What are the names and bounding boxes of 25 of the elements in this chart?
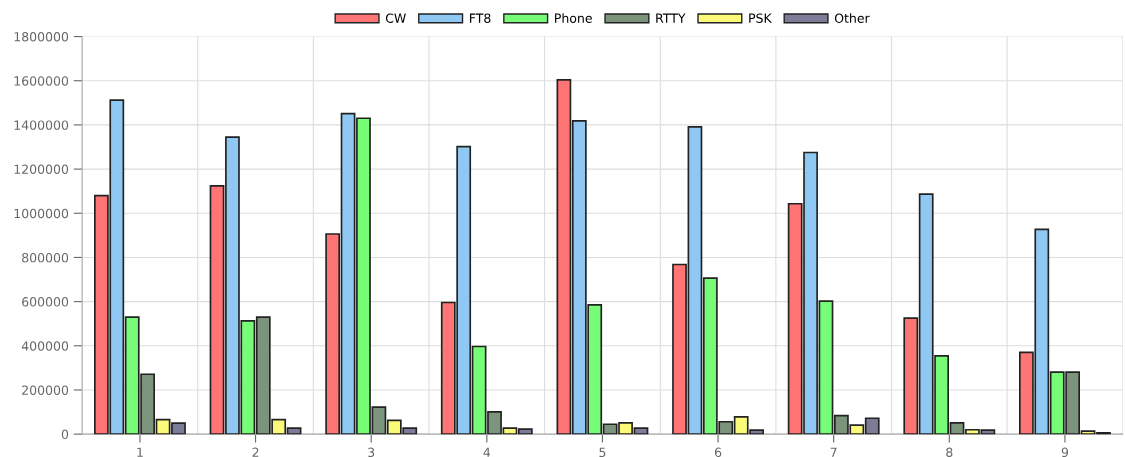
legend-label: PSK: [749, 13, 772, 23]
y-tick-label: 800000: [22, 252, 69, 263]
legend-label: Other: [834, 13, 870, 23]
y-tick-label: 1400000: [14, 120, 69, 130]
x-tick-label: 3: [368, 447, 375, 457]
y-tick-label: 1600000: [14, 76, 69, 86]
x-tick-label: 2: [252, 447, 259, 457]
y-tick-label: 600000: [22, 297, 69, 307]
y-tick-label: 200000: [22, 385, 69, 395]
x-tick-label: 4: [483, 447, 491, 457]
y-tick-label: 0: [61, 429, 69, 440]
legend-label: Phone: [555, 13, 592, 23]
x-tick-label: 7: [830, 447, 837, 457]
y-tick-label: 1000000: [14, 208, 69, 219]
x-tick-label: 1: [137, 447, 143, 457]
x-tick-label: 5: [599, 447, 606, 457]
y-tick-label: 1200000: [14, 164, 69, 175]
x-tick-label: 9: [1061, 447, 1069, 457]
y-tick-label: 400000: [21, 341, 69, 351]
legend-label: RTTY: [656, 13, 686, 23]
x-tick-label: 8: [946, 447, 953, 457]
legend-label: CW: [385, 13, 406, 23]
x-tick-label: 6: [714, 447, 722, 457]
legend-label: FT8: [470, 13, 491, 23]
y-tick-label: 1800000: [14, 32, 69, 42]
